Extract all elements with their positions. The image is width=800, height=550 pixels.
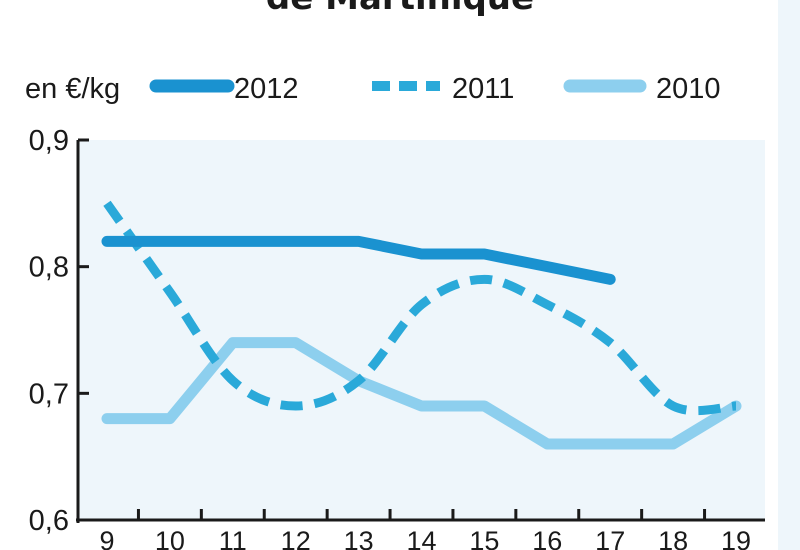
y-tick-label: 0,8 [29, 252, 69, 284]
plot-area [78, 140, 765, 520]
x-tick-label: 16 [532, 526, 562, 550]
y-tick-label: 0,7 [29, 378, 69, 410]
series-line-2010 [101, 337, 742, 450]
legend-label-2011: 2011 [452, 73, 514, 105]
x-tick-label: 11 [219, 526, 247, 550]
chart-title: de Martinique [0, 0, 800, 18]
x-tick-label: 15 [469, 526, 499, 550]
legend-label-2010: 2010 [656, 73, 721, 105]
x-tick-label: 17 [595, 526, 625, 550]
y-tick-label: 0,6 [29, 505, 69, 537]
legend-label-2012: 2012 [234, 73, 299, 105]
y-tick-label: 0,9 [29, 125, 69, 157]
x-tick-label: 13 [344, 526, 374, 550]
page-edge-strip [778, 0, 800, 550]
x-tick-label: 10 [155, 526, 185, 550]
series-line-2012 [101, 235, 616, 285]
series-line-2011 [103, 200, 737, 416]
y-axis-unit-label: en €/kg [25, 73, 120, 105]
x-tick-label: 19 [721, 526, 751, 550]
x-tick-label: 12 [281, 526, 311, 550]
x-tick-label: 14 [406, 526, 436, 550]
x-tick-label: 18 [658, 526, 688, 550]
x-tick-label: 9 [99, 526, 114, 550]
